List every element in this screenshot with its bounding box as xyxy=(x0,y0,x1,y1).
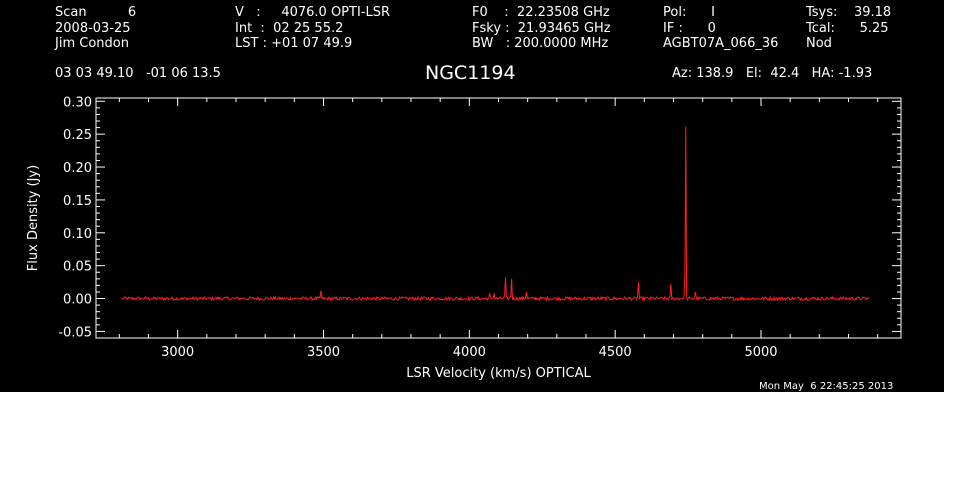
header-integration: Int : 02 25 55.2 xyxy=(235,21,344,36)
header-if: IF : 0 xyxy=(663,21,716,36)
plot-frame xyxy=(95,97,902,339)
header-sky-frequency: Fsky : 21.93465 GHz xyxy=(472,21,611,36)
header-procedure: Nod xyxy=(806,36,832,51)
y-tick-label: 0.05 xyxy=(63,260,92,275)
y-tick-label: 0.30 xyxy=(63,95,92,110)
y-tick-label: 0.10 xyxy=(63,227,92,242)
header-tcal: Tcal: 5.25 xyxy=(806,21,889,36)
y-axis-label: Flux Density (Jy) xyxy=(26,165,41,271)
header-velocity: V : 4076.0 OPTI-LSR xyxy=(235,5,391,20)
header-tsys: Tsys: 39.18 xyxy=(806,5,892,20)
header-coordinates: 03 03 49.10 -01 06 13.5 xyxy=(55,66,221,81)
header-pointing: Az: 138.9 El: 42.4 HA: -1.93 xyxy=(672,66,873,81)
y-tick-label: -0.05 xyxy=(58,325,92,340)
header-lst: LST : +01 07 49.9 xyxy=(235,36,353,51)
y-tick-label: 0.20 xyxy=(63,161,92,176)
header-rest-frequency: F0 : 22.23508 GHz xyxy=(472,5,610,20)
header-project: AGBT07A_066_36 xyxy=(663,36,779,51)
x-tick-label: 4500 xyxy=(599,345,632,360)
header-observer: Jim Condon xyxy=(55,36,129,51)
header-date: 2008-03-25 xyxy=(55,21,131,36)
x-tick-label: 3500 xyxy=(307,345,340,360)
spectrum-trace xyxy=(121,126,869,303)
header-bandwidth: BW : 200.0000 MHz xyxy=(472,36,609,51)
x-axis-label: LSR Velocity (km/s) OPTICAL xyxy=(406,366,591,381)
x-tick-label: 4000 xyxy=(453,345,486,360)
y-tick-label: 0.00 xyxy=(63,293,92,308)
y-tick-label: 0.15 xyxy=(63,194,92,209)
chart-title: NGC1194 xyxy=(425,62,516,84)
header-polarization: Pol: I xyxy=(663,5,715,20)
spectrum-chart: 3000 3500 4000 4500 5000 -0.05 0.00 0.05 0.10 0.1… xyxy=(26,95,902,381)
y-tick-label: 0.25 xyxy=(63,128,92,143)
x-tick-label: 3000 xyxy=(161,345,194,360)
header-scan: Scan 6 xyxy=(55,5,137,20)
plot-panel: Scan 6 2008-03-25 Jim Condon V : 4076.0 … xyxy=(0,0,944,392)
plot-timestamp: Mon May 6 22:45:25 2013 xyxy=(759,381,894,392)
x-tick-label: 5000 xyxy=(744,345,777,360)
